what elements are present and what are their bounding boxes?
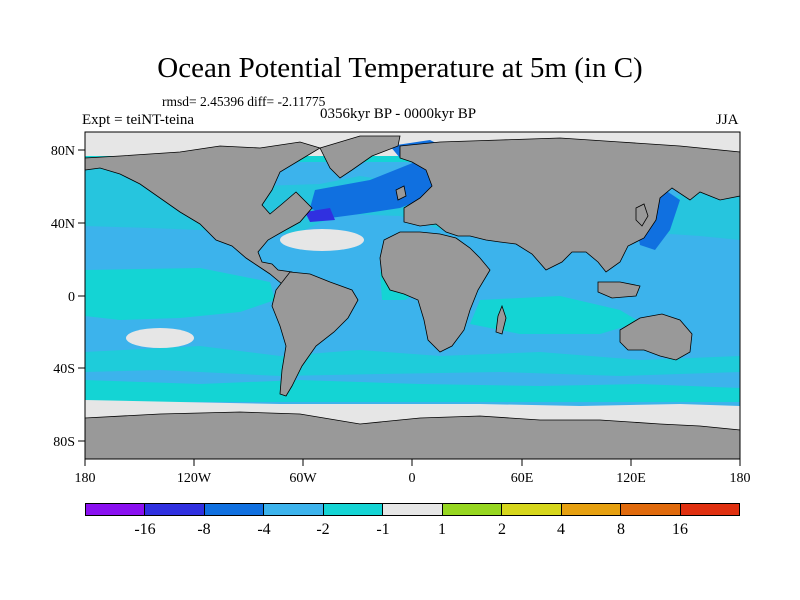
colorbar-label: 4	[557, 521, 565, 538]
greenland	[319, 135, 401, 179]
lon-tick-label: 120W	[177, 471, 212, 486]
subtropical-atlantic-patch	[280, 229, 364, 251]
colorbar-label: -8	[197, 521, 211, 538]
lon-tick-label: 0	[409, 471, 416, 486]
colorbar-swatch	[442, 504, 503, 515]
lat-tick-label: 80S	[53, 435, 75, 450]
southern-midlat-band	[85, 346, 740, 376]
plot-title: Ocean Potential Temperature at 5m (in C)	[157, 52, 643, 84]
tropical-pacific-band	[85, 268, 275, 320]
south-america	[271, 271, 359, 397]
colorbar-label: 16	[672, 521, 688, 538]
colorbar-swatch	[502, 504, 562, 515]
colorbar-label: 1	[438, 521, 446, 538]
africa	[379, 231, 491, 353]
indian-ocean-band	[470, 296, 640, 334]
lat-tick-label: 40S	[53, 362, 75, 377]
north-atlantic-cooling	[310, 160, 440, 218]
colorbar-swatch	[86, 504, 146, 515]
experiment-label: Expt = teiNT-teina	[82, 112, 195, 128]
lat-tick-label: 40N	[51, 217, 75, 232]
lat-tick-label: 0	[68, 290, 75, 305]
colorbar-label: 8	[617, 521, 625, 538]
lon-tick-label: 60W	[289, 471, 317, 486]
stats-label: rmsd= 2.45396 diff= -2.11775	[162, 94, 326, 109]
gulf-stream-cooling	[305, 208, 335, 222]
colorbar-swatch	[383, 504, 443, 515]
colorbar-swatch	[204, 504, 265, 515]
colorbar-label: -4	[257, 521, 271, 538]
colorbar-label: -1	[376, 521, 390, 538]
season-label: JJA	[716, 112, 739, 128]
australia	[619, 313, 693, 361]
colorbar-swatch	[561, 504, 622, 515]
maritime-continent	[597, 281, 641, 299]
colorbar-swatch	[145, 504, 205, 515]
lat-tick-label: 80N	[51, 144, 75, 159]
southern-ocean-band	[85, 380, 740, 402]
colorbar-swatch	[680, 504, 739, 515]
japan	[635, 203, 649, 227]
madagascar	[495, 304, 507, 335]
colorbar-swatch	[621, 504, 681, 515]
british-isles	[395, 185, 407, 201]
axis-ticks	[78, 149, 741, 466]
land-masses	[84, 135, 741, 460]
colorbar-swatch	[264, 504, 324, 515]
north-america	[84, 141, 321, 285]
colorbar-label: -16	[134, 521, 156, 538]
colorbar-swatch	[323, 504, 384, 515]
colorbar-label: 2	[498, 521, 506, 538]
lon-tick-label: 60E	[511, 471, 534, 486]
colorbar-label: -2	[316, 521, 330, 538]
lon-tick-label: 180	[730, 471, 751, 486]
lon-tick-label: 120E	[616, 471, 646, 486]
period-label: 0356kyr BP - 0000kyr BP	[320, 106, 477, 122]
lon-tick-label: 180	[75, 471, 96, 486]
south-pacific-patch	[126, 328, 194, 348]
colorbar	[85, 503, 740, 516]
